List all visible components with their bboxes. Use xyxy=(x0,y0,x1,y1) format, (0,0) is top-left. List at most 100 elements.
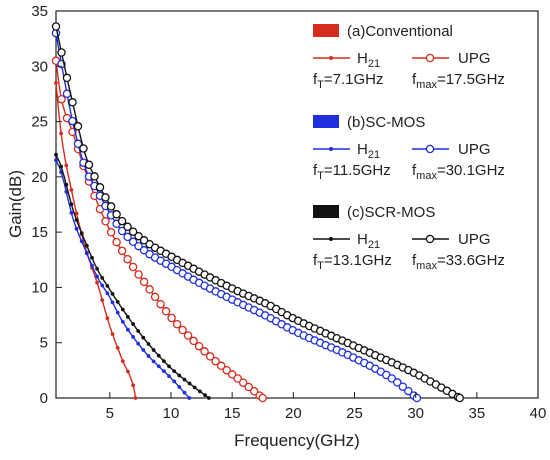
y-tick-label: 0 xyxy=(40,390,48,407)
data-point xyxy=(167,313,176,323)
data-point xyxy=(100,276,105,280)
data-point xyxy=(64,182,69,187)
x-tick-label: 5 xyxy=(106,405,114,422)
y-tick-label: 10 xyxy=(31,279,48,296)
data-point xyxy=(101,217,110,226)
data-point xyxy=(106,202,116,211)
data-point xyxy=(177,385,182,389)
ft-annotation: fT=13.1GHz xyxy=(313,252,392,272)
data-point xyxy=(90,263,94,268)
x-tick-label: 25 xyxy=(346,405,363,422)
data-point xyxy=(126,327,130,332)
legend-upg-marker xyxy=(425,234,435,244)
data-point xyxy=(216,361,226,371)
data-point xyxy=(178,325,187,335)
legend-upg-label: UPG xyxy=(458,231,491,248)
ft-annotation: fT=11.5GHz xyxy=(313,162,391,182)
data-point xyxy=(131,322,136,326)
data-point xyxy=(59,164,63,169)
data-point xyxy=(90,255,94,260)
data-point xyxy=(194,341,204,351)
data-point xyxy=(100,283,105,288)
series-line xyxy=(55,60,264,399)
fmax-annotation: fmax=30.1GHz xyxy=(412,162,505,182)
data-point xyxy=(156,364,161,369)
data-point xyxy=(128,237,138,247)
data-point xyxy=(117,216,127,226)
data-point xyxy=(54,158,58,163)
data-point xyxy=(54,152,58,157)
data-point xyxy=(249,387,259,396)
data-point xyxy=(126,369,130,374)
data-point xyxy=(100,298,105,302)
data-point xyxy=(203,393,207,397)
series-1 xyxy=(51,56,267,403)
data-point xyxy=(161,307,171,316)
plot-frame xyxy=(55,10,539,399)
data-point xyxy=(112,237,121,247)
data-point xyxy=(393,378,402,387)
data-point xyxy=(244,382,253,392)
data-point xyxy=(136,329,141,333)
data-point xyxy=(123,254,132,264)
data-point xyxy=(117,246,127,256)
data-point xyxy=(134,231,143,241)
data-point xyxy=(182,377,187,382)
data-point xyxy=(211,356,220,366)
data-point xyxy=(162,359,166,363)
data-point xyxy=(146,354,151,358)
legend-group-0: (a)Conventional H21 UPG fT=7.1GHz fmax=17.5G… xyxy=(313,23,505,91)
data-point xyxy=(95,274,99,279)
data-point xyxy=(205,352,215,361)
data-point xyxy=(412,393,422,403)
data-point xyxy=(398,382,408,391)
series-5 xyxy=(51,22,464,403)
data-point xyxy=(151,348,156,352)
data-point xyxy=(110,332,115,336)
data-point xyxy=(455,393,464,403)
data-point xyxy=(57,48,66,57)
data-point xyxy=(200,347,209,356)
data-point xyxy=(120,319,125,324)
legend: (a)Conventional H21 UPG fT=7.1GHz fmax=17.5G… xyxy=(313,23,505,272)
data-point xyxy=(105,284,110,288)
data-point xyxy=(177,373,182,378)
data-point xyxy=(74,211,79,216)
x-tick-label: 35 xyxy=(468,405,485,422)
y-axis-label: Gain(dB) xyxy=(6,170,25,238)
data-point xyxy=(172,379,177,384)
fmax-annotation: fmax=33.6GHz xyxy=(412,252,505,272)
data-point xyxy=(192,385,197,390)
data-point xyxy=(182,390,187,395)
data-point xyxy=(151,359,156,364)
series-2 xyxy=(54,158,192,400)
x-tick-label: 40 xyxy=(530,405,547,422)
data-point xyxy=(110,300,115,305)
y-tick-label: 30 xyxy=(31,58,48,75)
data-point xyxy=(150,292,160,302)
legend-group-2: (c)SCR-MOS H21 UPG fT=13.1GHz fmax=33.6GHz xyxy=(313,204,505,272)
data-point xyxy=(117,226,127,236)
data-point xyxy=(404,386,413,396)
fmax-annotation: fmax=17.5GHz xyxy=(412,71,505,91)
data-point xyxy=(139,236,149,245)
data-point xyxy=(387,374,397,383)
series-layer xyxy=(51,22,464,403)
data-point xyxy=(123,232,132,242)
data-point xyxy=(167,374,171,378)
data-point xyxy=(126,315,130,319)
series-4 xyxy=(54,152,211,400)
data-point xyxy=(133,396,138,400)
data-point xyxy=(115,300,120,304)
data-point xyxy=(95,183,105,192)
data-point xyxy=(156,299,165,309)
data-point xyxy=(131,335,136,339)
data-point xyxy=(51,22,61,31)
data-point xyxy=(207,396,211,400)
legend-group-title: (b)SC-MOS xyxy=(347,114,425,131)
data-point xyxy=(79,144,88,153)
y-tick-label: 25 xyxy=(31,114,48,131)
data-point xyxy=(146,342,151,346)
x-tick-label: 10 xyxy=(163,405,180,422)
data-point xyxy=(141,348,146,352)
